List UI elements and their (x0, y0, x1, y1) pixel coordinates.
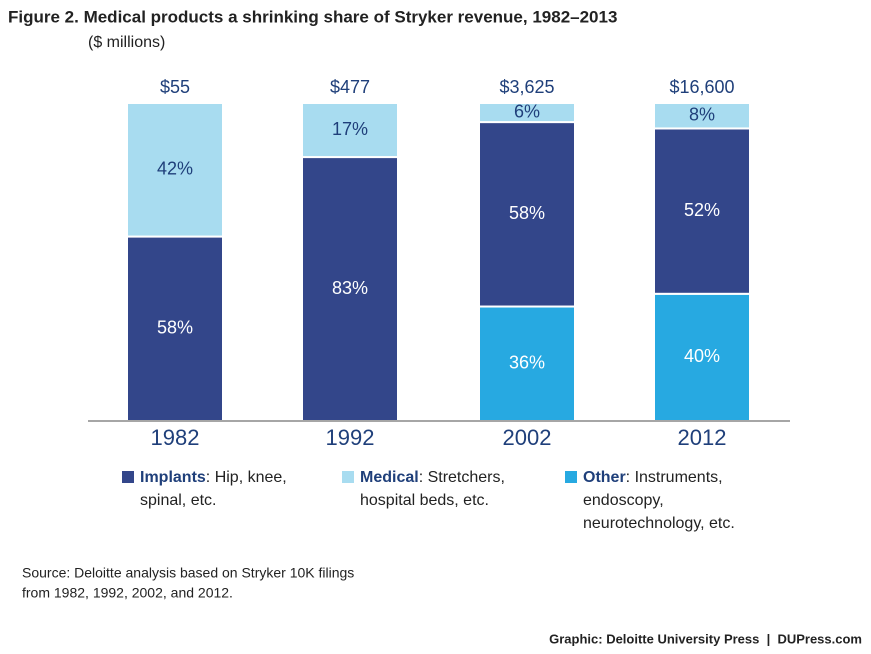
segment-label: 36% (509, 353, 545, 373)
x-tick-label: 1982 (151, 425, 200, 450)
legend-text: : Hip, knee, (206, 469, 287, 486)
bar-segment (653, 102, 751, 130)
bar-segment (478, 121, 576, 308)
legend-text: endoscopy, (583, 492, 664, 509)
x-tick-label: 2012 (678, 425, 727, 450)
total-label: $16,600 (669, 77, 734, 97)
legend-name: Medical (360, 469, 419, 486)
source: from 1982, 1992, 2002, and 2012. (22, 585, 233, 601)
legend-entry: Other: Instruments, endoscopy, neurotechno… (583, 469, 735, 532)
legend-text: : Stretchers, (419, 469, 505, 486)
legend-swatch (342, 471, 354, 483)
chart-title: Figure 2. Medical products a shrinking s… (8, 7, 617, 26)
segment-label: 6% (514, 101, 540, 121)
total-label: $3,625 (499, 77, 554, 97)
bar-segment (478, 102, 576, 124)
source: Source: Deloitte analysis based on Stryk… (22, 565, 354, 581)
legend-text: neurotechnology, etc. (583, 515, 735, 532)
segment-label: 8% (689, 104, 715, 124)
total-label: $477 (330, 77, 370, 97)
bar-segment (653, 292, 751, 422)
chart-subtitle: ($ millions) (88, 34, 165, 51)
segment-label: 58% (509, 203, 545, 223)
segment-label: 17% (332, 119, 368, 139)
bar-segment (126, 102, 224, 238)
legend-name: Other (583, 469, 626, 486)
legend-swatch (565, 471, 577, 483)
segment-label: 58% (157, 318, 193, 338)
segment-label: 52% (684, 200, 720, 220)
legend-swatch (122, 471, 134, 483)
legend-text: : Instruments, (626, 469, 723, 486)
legend-text: hospital beds, etc. (360, 492, 489, 509)
segment-label: 40% (684, 346, 720, 366)
x-tick-label: 2002 (503, 425, 552, 450)
legend-name: Implants (140, 469, 206, 486)
credit: Graphic: Deloitte University Press | DUP… (549, 631, 862, 646)
segment-label: 83% (332, 278, 368, 298)
legend-entry: Implants: Hip, knee, spinal, etc. (140, 469, 287, 509)
bar-segment (653, 127, 751, 295)
bar-segment (301, 102, 399, 159)
segment-label: 42% (157, 159, 193, 179)
legend-entry: Medical: Stretchers, hospital beds, etc. (360, 469, 505, 509)
x-tick-label: 1992 (326, 425, 375, 450)
bar-segment (126, 235, 224, 422)
total-label: $55 (160, 77, 190, 97)
legend-text: spinal, etc. (140, 492, 216, 509)
